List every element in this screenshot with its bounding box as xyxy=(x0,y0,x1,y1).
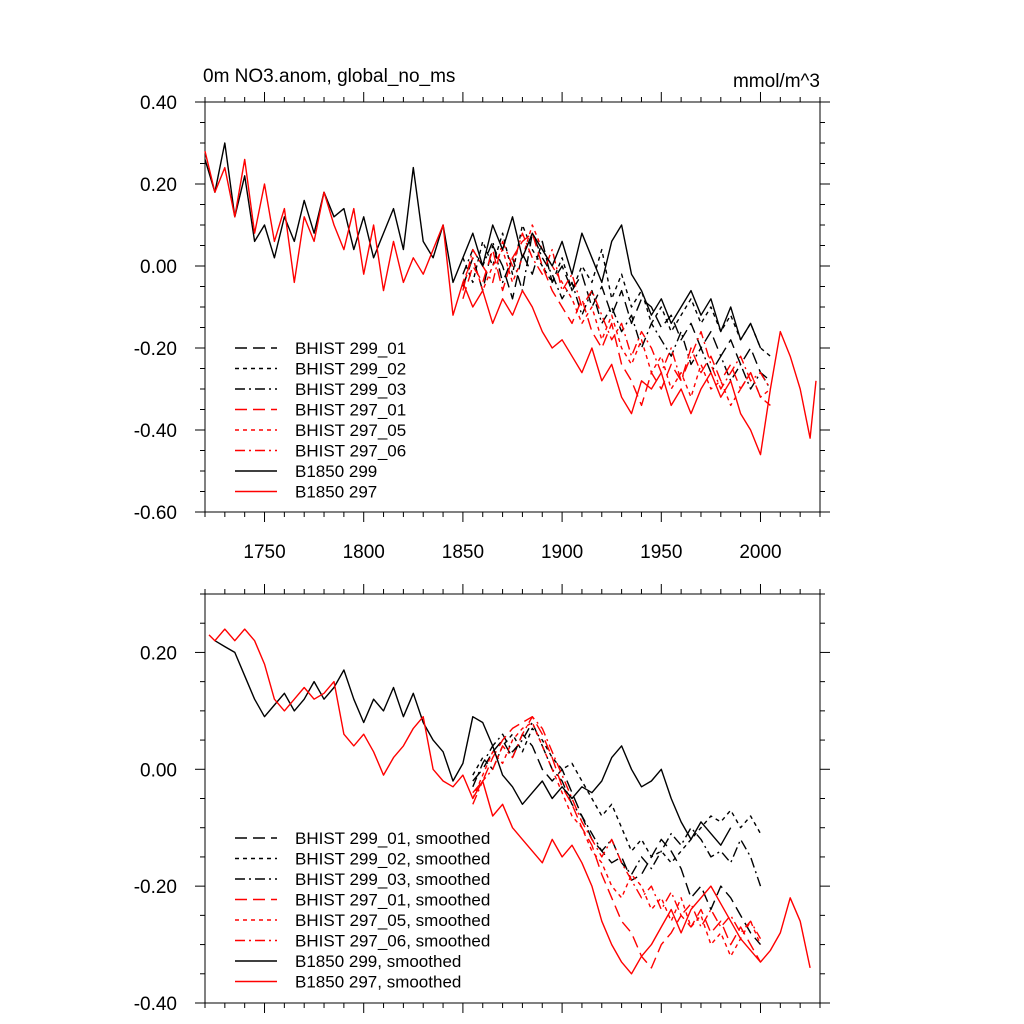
series-line xyxy=(472,727,762,864)
chart-units: mmol/m^3 xyxy=(733,71,820,92)
legend-label: BHIST 299_03 xyxy=(295,380,406,399)
top-panel: 1750 1800 1850 1900 1950 2000 -0.60 -0.40 -0.20 0… xyxy=(134,92,830,563)
legend-label: BHIST 299_02 xyxy=(295,360,406,379)
y-tick-label: 0.20 xyxy=(140,175,177,196)
legend-label: B1850 299 xyxy=(295,462,377,481)
y-tick-label: -0.40 xyxy=(134,421,177,442)
series-line xyxy=(462,224,771,407)
legend-label: BHIST 299_03, smoothed xyxy=(295,870,490,889)
chart-title: 0m NO3.anom, global_no_ms xyxy=(203,66,455,87)
series-line xyxy=(472,721,762,887)
series-line xyxy=(204,151,817,456)
legend-label: BHIST 297_05, smoothed xyxy=(295,911,490,930)
y-tick-label: -0.60 xyxy=(134,503,177,524)
legend-label: BHIST 297_06, smoothed xyxy=(295,932,490,951)
series-line xyxy=(472,716,762,969)
series-line xyxy=(214,640,732,846)
legend-label: B1850 297 xyxy=(295,483,377,502)
legend-label: B1850 297, smoothed xyxy=(295,973,461,992)
series-line xyxy=(462,232,771,390)
legend-label: BHIST 299_02, smoothed xyxy=(295,850,490,869)
series-line xyxy=(472,716,762,940)
legend-label: B1850 299, smoothed xyxy=(295,952,461,971)
x-tick-label: 1800 xyxy=(343,542,385,563)
y-tick-label: 0.40 xyxy=(140,93,177,114)
series-line xyxy=(462,240,771,382)
x-tick-label: 1950 xyxy=(640,542,682,563)
series-line xyxy=(472,733,762,946)
series-line xyxy=(472,721,762,957)
legend-label: BHIST 297_05 xyxy=(295,421,406,440)
legend-label: BHIST 299_01, smoothed xyxy=(295,829,490,848)
y-tick-label: 0.00 xyxy=(140,257,177,278)
x-tick-label: 1750 xyxy=(243,542,285,563)
y-tick-label: -0.20 xyxy=(134,877,177,898)
legend-label: BHIST 299_01 xyxy=(295,339,406,358)
y-tick-label: 0.00 xyxy=(140,760,177,781)
x-tick-label: 1850 xyxy=(442,542,484,563)
legend-label: BHIST 297_01, smoothed xyxy=(295,891,490,910)
y-tick-label: -0.20 xyxy=(134,339,177,360)
bottom-panel: -0.40 -0.20 0.00 0.20 BHIST 299_01, smoothed… xyxy=(134,584,830,1015)
legend-label: BHIST 297_01 xyxy=(295,401,406,420)
series-line xyxy=(462,232,771,407)
y-tick-label: 0.20 xyxy=(140,643,177,664)
series-line xyxy=(462,224,771,357)
y-tick-label: -0.40 xyxy=(134,994,177,1015)
series-line xyxy=(208,628,811,975)
series-line xyxy=(204,142,762,349)
x-tick-label: 2000 xyxy=(739,542,781,563)
series-line xyxy=(462,232,771,390)
legend-label: BHIST 297_06 xyxy=(295,442,406,461)
x-tick-label: 1900 xyxy=(541,542,583,563)
